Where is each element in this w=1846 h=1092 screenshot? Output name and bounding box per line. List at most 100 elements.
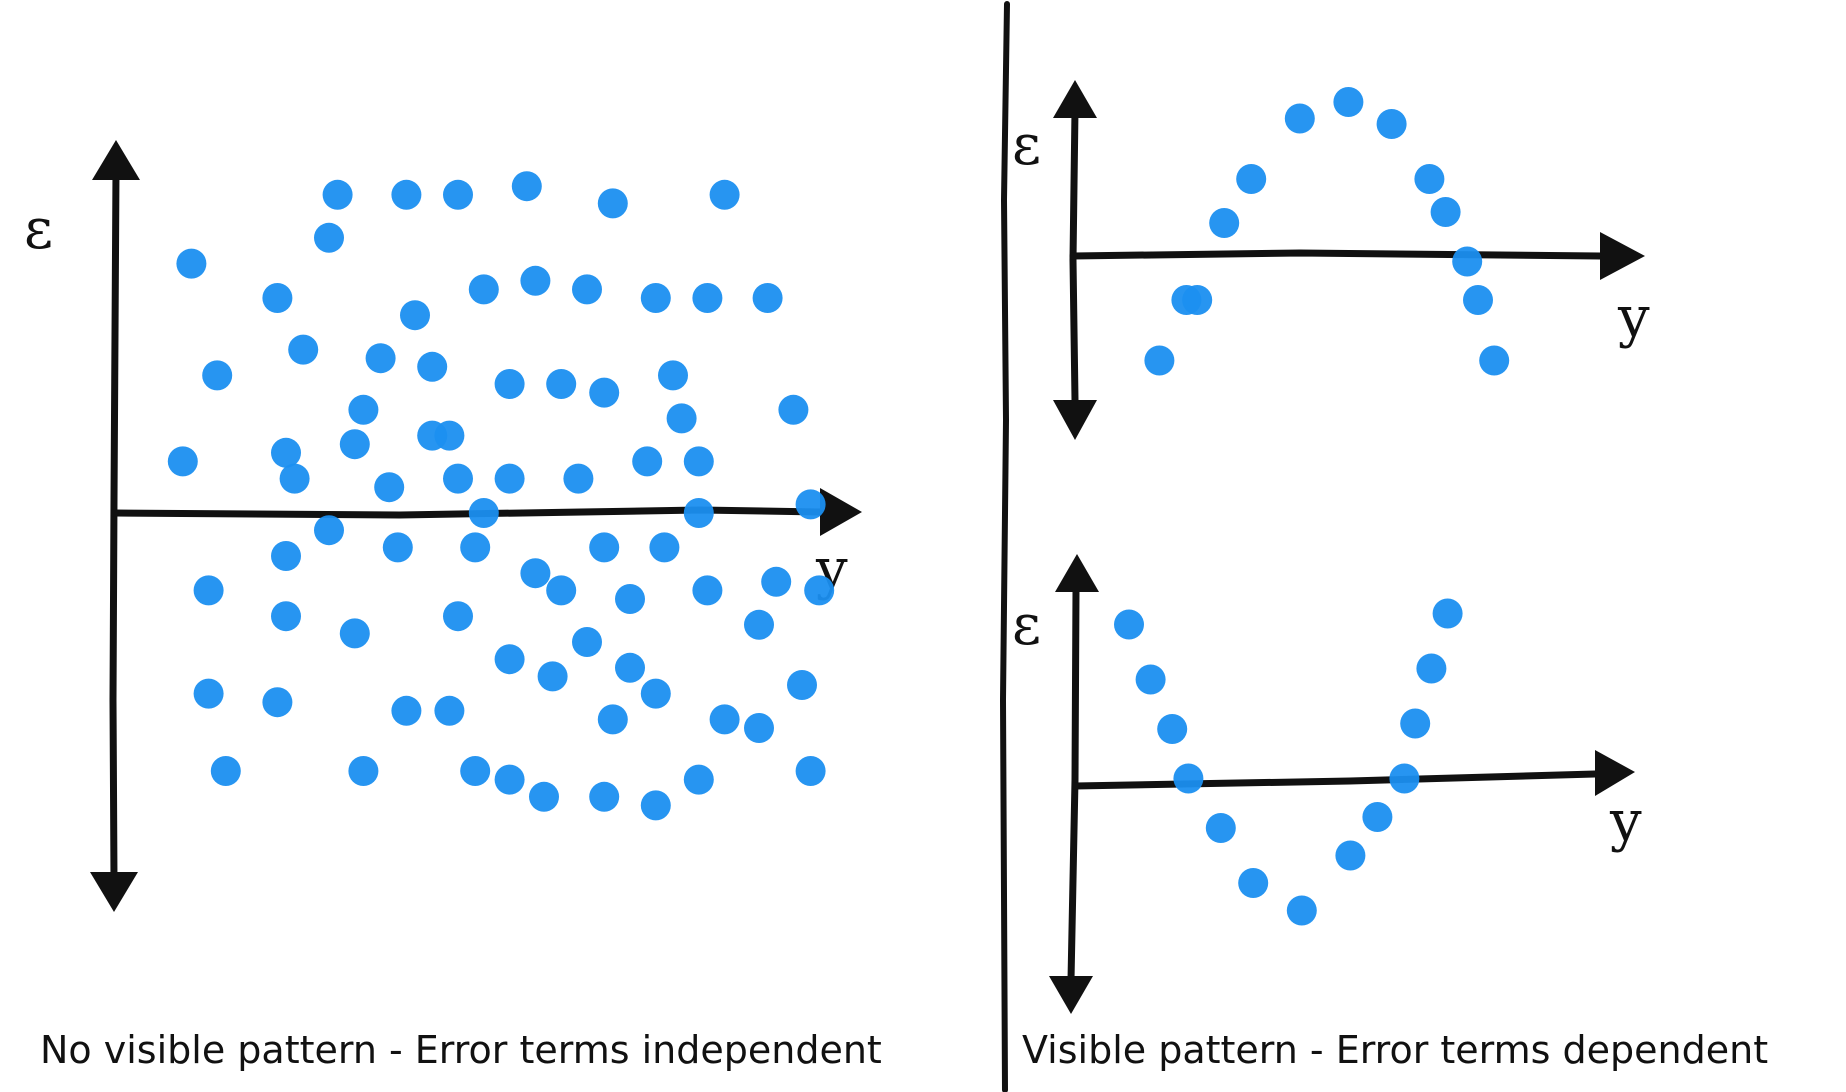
data-point: [391, 179, 422, 210]
data-point: [1157, 714, 1188, 744]
data-point: [752, 283, 783, 313]
data-point: [1182, 285, 1213, 315]
y-axis-up-arrow: [1055, 554, 1099, 592]
data-point: [1144, 345, 1175, 376]
data-point: [597, 704, 628, 735]
data-point: [563, 463, 594, 494]
data-point: [443, 601, 473, 632]
x-axis-label: y: [1617, 285, 1650, 350]
data-point: [1414, 164, 1445, 194]
chart-caption: No visible pattern - Error terms indepen…: [40, 1028, 882, 1072]
data-point: [795, 756, 826, 786]
data-point: [778, 394, 809, 425]
y-axis-down-arrow: [90, 872, 138, 912]
data-point: [314, 515, 344, 546]
data-point: [417, 420, 448, 451]
data-point: [391, 695, 422, 726]
data-point: [744, 609, 774, 640]
data-point: [494, 764, 525, 795]
data-point: [589, 532, 620, 563]
data-point: [1284, 103, 1315, 134]
data-point: [1362, 802, 1393, 832]
data-point: [339, 429, 370, 460]
data-point: [683, 498, 714, 528]
data-point: [615, 652, 645, 683]
data-point: [1389, 763, 1420, 794]
data-point: [262, 283, 293, 313]
data-point: [683, 764, 714, 795]
scatter-points: [1144, 87, 1510, 376]
data-point: [434, 695, 465, 726]
data-point: [709, 179, 740, 210]
chart-caption: Visible pattern - Error terms dependent: [1022, 1028, 1768, 1072]
chart-independent-errors: ε y No visible pattern - Error terms ind…: [24, 140, 882, 1072]
data-point: [1236, 164, 1267, 194]
y-axis-up-arrow: [92, 140, 140, 180]
data-point: [339, 618, 370, 649]
data-point: [1479, 345, 1510, 376]
data-point: [692, 575, 723, 606]
data-point: [176, 248, 207, 279]
data-point: [494, 369, 525, 399]
x-axis-line: [110, 506, 824, 519]
data-point: [374, 472, 405, 503]
data-point: [520, 265, 551, 296]
data-point: [443, 179, 473, 210]
data-point: [658, 360, 688, 391]
data-point: [1135, 664, 1166, 695]
y-axis-down-arrow: [1053, 400, 1097, 440]
data-point: [640, 283, 671, 313]
y-axis-label: ε: [24, 197, 53, 262]
y-axis-up-arrow: [1053, 80, 1097, 118]
data-point: [365, 343, 396, 374]
data-point: [546, 369, 577, 399]
data-point: [744, 713, 774, 743]
scatter-points: [1114, 598, 1463, 926]
data-point: [632, 446, 663, 477]
data-point: [692, 283, 723, 313]
data-point: [572, 627, 602, 657]
data-point: [348, 394, 379, 425]
data-point: [640, 790, 671, 821]
data-point: [322, 179, 353, 210]
data-point: [511, 171, 542, 202]
data-point: [494, 463, 525, 494]
data-point: [546, 575, 577, 606]
data-point: [1205, 813, 1236, 843]
data-point: [804, 575, 835, 606]
data-point: [1432, 598, 1463, 629]
data-point: [262, 687, 293, 718]
x-axis-right-arrow: [820, 488, 862, 536]
data-point: [787, 670, 817, 700]
data-point: [520, 558, 551, 589]
data-point: [348, 756, 379, 786]
data-point: [640, 678, 671, 709]
data-point: [460, 532, 491, 563]
data-point: [193, 575, 224, 606]
data-point: [1173, 763, 1204, 794]
x-axis-line: [1069, 249, 1604, 260]
y-axis-line: [1067, 586, 1080, 984]
y-axis-label: ε: [1012, 593, 1041, 658]
data-point: [460, 756, 491, 786]
x-axis-label: y: [1609, 789, 1642, 854]
data-point: [1463, 285, 1493, 315]
y-axis-label: ε: [1012, 113, 1041, 178]
x-axis-right-arrow: [1600, 232, 1645, 280]
data-point: [572, 274, 602, 305]
data-point: [271, 541, 301, 571]
data-point: [1376, 109, 1407, 139]
data-point: [400, 300, 430, 331]
data-point: [314, 222, 344, 253]
data-point: [288, 334, 319, 365]
data-point: [1209, 208, 1240, 238]
data-point: [683, 446, 714, 477]
data-point: [529, 781, 559, 812]
data-point: [1400, 708, 1431, 739]
data-point: [795, 489, 826, 520]
data-point: [666, 403, 697, 434]
data-point: [597, 188, 628, 219]
chart-dependent-errors-top: ε y: [1012, 80, 1650, 440]
panel-divider: [999, 1, 1010, 1092]
